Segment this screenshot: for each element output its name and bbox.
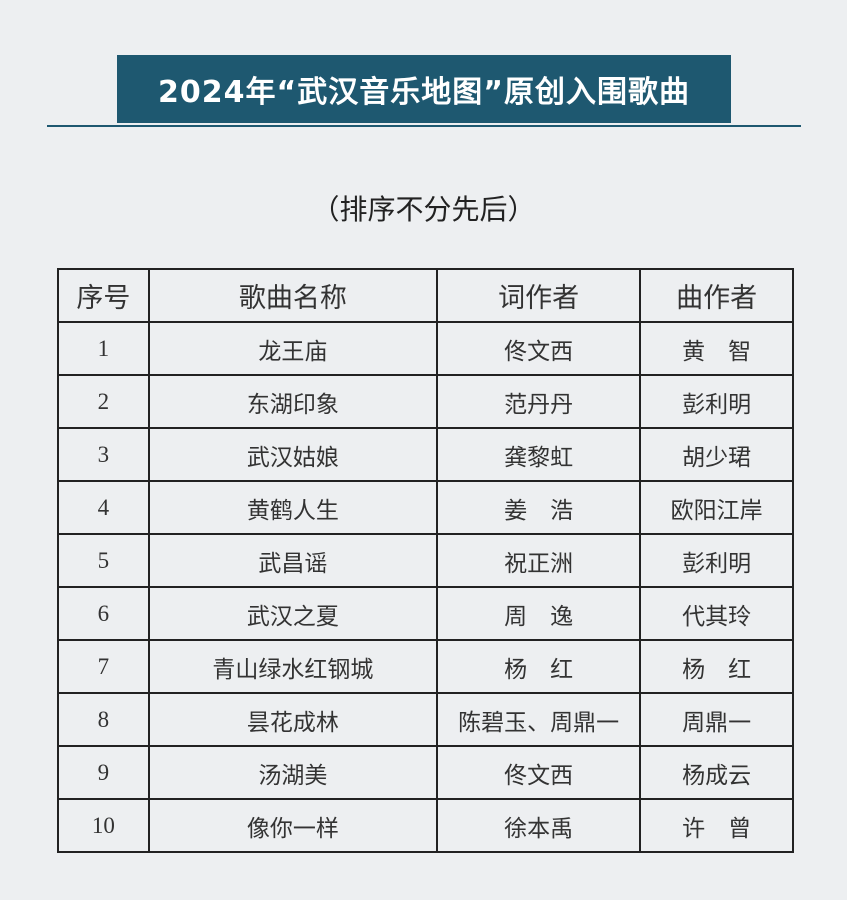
- cell-lyricist: 祝正洲: [435, 533, 642, 588]
- table-row: 7 青山绿水红钢城杨 红杨 红: [57, 639, 794, 694]
- cell-song: 黄鹤人生: [147, 480, 438, 535]
- header-song: 歌曲名称: [147, 268, 438, 323]
- cell-lyricist: 龚黎虹: [435, 427, 642, 482]
- cell-composer: 黄 智: [639, 321, 794, 376]
- table-row: 5 武昌谣 祝正洲 彭利明: [57, 533, 794, 588]
- page-title: 2024年“武汉音乐地图”原创入围歌曲: [158, 75, 690, 110]
- title-banner: 2024年“武汉音乐地图”原创入围歌曲: [117, 55, 731, 123]
- table-row: 6 武汉之夏周 逸代其玲: [57, 586, 794, 641]
- cell-composer: 杨 红: [639, 639, 794, 694]
- table-row: 10 像你一样 徐本禹许 曾: [57, 798, 794, 853]
- cell-song: 武昌谣: [147, 533, 438, 588]
- cell-composer: 代其玲: [639, 586, 794, 641]
- cell-index: 5: [57, 533, 150, 588]
- cell-index: 7: [57, 639, 150, 694]
- header-index: 序号: [57, 268, 150, 323]
- cell-index: 1: [57, 321, 150, 376]
- cell-song: 武汉之夏: [147, 586, 438, 641]
- cell-composer: 周鼎一: [639, 692, 794, 747]
- subtitle: （排序不分先后）: [311, 193, 536, 226]
- cell-composer: 胡少珺: [639, 427, 794, 482]
- table-row: 3 武汉姑娘 龚黎虹 胡少珺: [57, 427, 794, 482]
- table-row: 2 东湖印象 范丹丹 彭利明: [57, 374, 794, 429]
- cell-composer: 杨成云: [639, 745, 794, 800]
- table-header-row: 序号 歌曲名称 词作者 曲作者: [57, 268, 794, 323]
- cell-lyricist: 佟文西: [435, 321, 642, 376]
- cell-composer: 许 曾: [639, 798, 794, 853]
- cell-index: 10: [57, 798, 150, 853]
- header-composer: 曲作者: [639, 268, 794, 323]
- cell-lyricist: 陈碧玉、周鼎一: [435, 692, 642, 747]
- cell-song: 昙花成林: [147, 692, 438, 747]
- title-divider: [47, 125, 801, 127]
- table-row: 8 昙花成林 陈碧玉、周鼎一 周鼎一: [57, 692, 794, 747]
- cell-lyricist: 徐本禹: [435, 798, 642, 853]
- cell-lyricist: 周 逸: [435, 586, 642, 641]
- cell-song: 青山绿水红钢城: [147, 639, 438, 694]
- cell-lyricist: 杨 红: [435, 639, 642, 694]
- cell-index: 2: [57, 374, 150, 429]
- cell-lyricist: 范丹丹: [435, 374, 642, 429]
- cell-index: 4: [57, 480, 150, 535]
- cell-song: 像你一样: [147, 798, 438, 853]
- cell-song: 汤湖美: [147, 745, 438, 800]
- header-lyricist: 词作者: [435, 268, 642, 323]
- table-row: 4 黄鹤人生姜 浩欧阳江岸: [57, 480, 794, 535]
- cell-composer: 彭利明: [639, 533, 794, 588]
- cell-index: 8: [57, 692, 150, 747]
- song-table: 序号 歌曲名称 词作者 曲作者 1 龙王庙 佟文西黄 智 2 东湖印象 范丹丹 彭利明 3 武汉…: [57, 268, 794, 853]
- cell-song: 龙王庙: [147, 321, 438, 376]
- cell-song: 东湖印象: [147, 374, 438, 429]
- cell-lyricist: 姜 浩: [435, 480, 642, 535]
- cell-index: 6: [57, 586, 150, 641]
- cell-index: 3: [57, 427, 150, 482]
- cell-index: 9: [57, 745, 150, 800]
- table-row: 9 汤湖美 佟文西 杨成云: [57, 745, 794, 800]
- cell-composer: 欧阳江岸: [639, 480, 794, 535]
- cell-lyricist: 佟文西: [435, 745, 642, 800]
- cell-song: 武汉姑娘: [147, 427, 438, 482]
- table-row: 1 龙王庙 佟文西黄 智: [57, 321, 794, 376]
- cell-composer: 彭利明: [639, 374, 794, 429]
